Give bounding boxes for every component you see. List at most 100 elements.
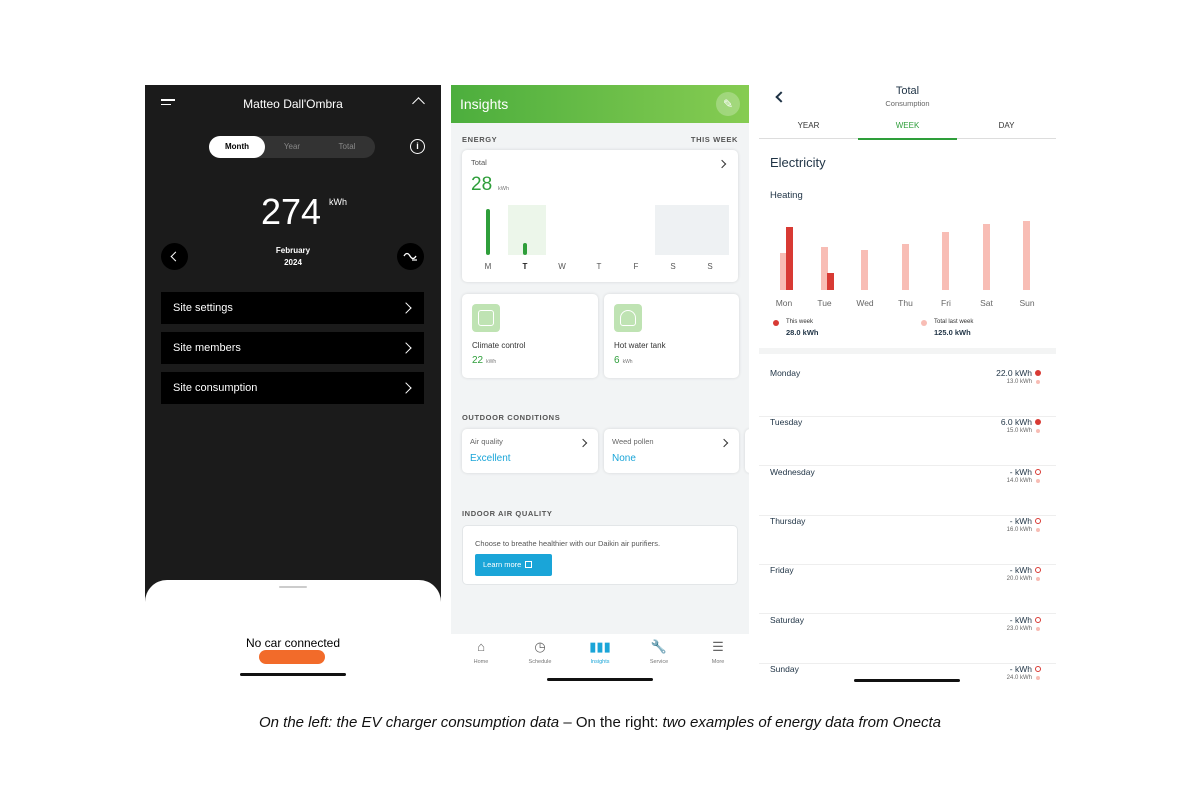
weed-pollen-label: Weed pollen [612,437,654,446]
bar-chart-icon: ▮▮▮ [589,639,611,654]
tab-insights[interactable]: ▮▮▮ Insights [580,639,620,665]
day-row[interactable]: Monday 22.0 kWh 13.0 kWh [759,368,1056,417]
bar-last-week [901,243,909,290]
tab-year[interactable]: YEAR [797,121,820,130]
page-title: Total [895,85,920,97]
total-value: 28 [471,174,493,195]
last-week-dot [1036,626,1040,631]
chevron-right-icon [578,438,588,448]
home-indicator [547,678,653,681]
period-month: February [275,246,311,255]
period-label: February 2024 [145,245,441,269]
segment-month[interactable]: Month [209,136,265,158]
weed-pollen-value: None [612,453,636,464]
previous-period-button[interactable] [161,243,188,270]
redacted-orange-button[interactable] [259,650,325,664]
site-settings-row[interactable]: Site settings [161,292,424,324]
this-week-dot [1035,517,1041,524]
total-energy-card[interactable]: Total 28 kWh M T W T F S S [462,150,738,282]
last-week-dot [1036,380,1040,384]
home-icon: ⌂ [477,639,485,654]
bar-this-week [786,226,793,290]
last-week-dot [1036,577,1040,582]
learn-more-button[interactable]: Learn more [475,554,552,576]
day-row[interactable]: Saturday - kWh 23.0 kWh [759,615,1056,664]
page-subtitle: Consumption [885,99,930,108]
total-label: Total [471,158,487,167]
tab-day[interactable]: DAY [998,121,1015,130]
no-car-text: No car connected [245,636,341,650]
day-label: S [670,262,676,271]
hot-water-value: 6 kWh [614,355,633,366]
sheet-handle[interactable] [279,586,307,588]
ev-charger-screen: Matteo Dall'Ombra Month Year Total i 274… [145,85,441,687]
total-unit: kWh [498,186,509,192]
day-previous-value: 14.0 kWh [1006,477,1032,484]
climate-control-label: Climate control [472,341,526,350]
hot-water-card[interactable]: Hot water tank 6 kWh [604,294,739,378]
tab-more[interactable]: ☰ More [698,639,738,665]
home-indicator [854,679,960,682]
day-row[interactable]: Thursday - kWh 16.0 kWh [759,516,1056,565]
bar-last-week [1023,220,1030,290]
weed-pollen-card[interactable]: Weed pollen None [604,429,739,473]
site-consumption-row[interactable]: Site consumption [161,372,424,404]
iaq-text: Choose to breathe healthier with our Dai… [475,539,661,548]
week-bar [486,209,490,255]
bottom-tab-bar: ⌂ Home ◷ Schedule ▮▮▮ Insights 🔧 Service ☰ Mo… [451,634,749,687]
this-week-dot [1035,468,1041,475]
day-value: - kWh [1009,663,1032,674]
edit-icon[interactable]: ✎ [716,92,740,116]
future-range-highlight [655,205,729,255]
segment-total[interactable]: Total [338,142,356,151]
last-week-dot [1036,527,1040,532]
day-label: S [707,262,713,271]
day-tick-label: Sat [980,298,993,308]
last-week-dot [1036,478,1040,483]
climate-control-icon [472,304,500,332]
segment-year[interactable]: Year [283,142,301,151]
tab-week[interactable]: WEEK [858,121,957,140]
next-card-peek[interactable] [745,429,749,473]
period-tabs: YEAR WEEK DAY [759,119,1056,140]
air-quality-label: Air quality [470,437,503,446]
last-week-dot [1036,429,1040,434]
consumption-unit: kWh [329,197,347,207]
wave-chart-icon [403,252,417,261]
day-row[interactable]: Sunday - kWh 24.0 kWh [759,664,1056,687]
external-link-icon [525,561,533,568]
chart-toggle-button[interactable] [397,243,424,270]
bar-last-week [861,249,868,290]
figure-caption: On the left: the EV charger consumption … [0,714,1200,731]
outdoor-section-label: OUTDOOR CONDITIONS [462,413,561,422]
day-row[interactable]: Tuesday 6.0 kWh 15.0 kWh [759,417,1056,467]
climate-control-value: 22 kWh [472,355,497,366]
day-tick-label: Tue [817,298,832,308]
air-quality-card[interactable]: Air quality Excellent [462,429,598,473]
header: Matteo Dall'Ombra [145,85,441,123]
climate-control-card[interactable]: Climate control 22 kWh [462,294,598,378]
day-name: Tuesday [770,417,803,428]
caption-left: On the left: the EV charger consumption … [258,714,560,731]
tab-schedule[interactable]: ◷ Schedule [520,639,560,665]
section-heating: Heating [770,190,803,201]
day-previous-value: 13.0 kWh [1006,379,1032,385]
tab-home[interactable]: ⌂ Home [461,639,501,665]
day-row[interactable]: Wednesday - kWh 14.0 kWh [759,467,1056,516]
day-value: - kWh [1009,515,1032,526]
info-icon[interactable]: i [410,139,425,154]
hamburger-menu-icon[interactable] [161,99,175,109]
clock-icon: ◷ [534,639,546,654]
iaq-card: Choose to breathe healthier with our Dai… [462,525,738,585]
legend-last-week-value: 125.0 kWh [934,328,971,337]
week-bar [523,242,527,255]
this-week-dot [1035,665,1041,672]
wrench-icon: 🔧 [650,639,668,654]
day-row[interactable]: Friday - kWh 20.0 kWh [759,565,1056,615]
bottom-sheet[interactable]: No car connected [145,580,441,687]
tab-service[interactable]: 🔧 Service [639,639,679,665]
day-tick-label: Sun [1019,298,1035,308]
menu-icon: ☰ [712,639,724,654]
energy-section-label: ENERGY [462,135,498,144]
site-members-row[interactable]: Site members [161,332,424,364]
